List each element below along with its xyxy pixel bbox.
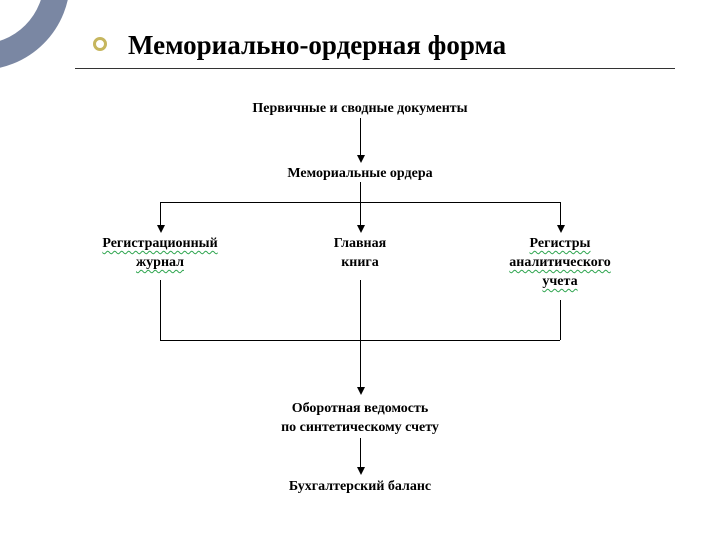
title-underline bbox=[75, 68, 675, 69]
node-registration-journal: Регистрационныйжурнал bbox=[102, 235, 217, 273]
edge-vertical bbox=[560, 202, 561, 226]
corner-decoration bbox=[0, 0, 70, 70]
edge-vertical bbox=[360, 202, 361, 226]
edge-vertical bbox=[360, 118, 361, 156]
edge-vertical bbox=[560, 300, 561, 340]
arrowhead-icon bbox=[357, 225, 365, 233]
title-bullet-icon bbox=[93, 37, 107, 51]
edge-vertical bbox=[160, 280, 161, 340]
node-analytical-registers: Регистрыаналитическогоучета bbox=[509, 235, 610, 292]
slide-title: Мемориально-ордерная форма bbox=[128, 30, 506, 61]
node-primary-docs: Первичные и сводные документы bbox=[252, 100, 467, 119]
node-balance-sheet: Бухгалтерский баланс bbox=[289, 478, 431, 497]
edge-vertical bbox=[360, 182, 361, 202]
node-turnover-statement: Оборотная ведомостьпо синтетическому сче… bbox=[281, 400, 439, 438]
arrowhead-icon bbox=[357, 467, 365, 475]
arrowhead-icon bbox=[357, 387, 365, 395]
arrowhead-icon bbox=[157, 225, 165, 233]
node-main-ledger: Главнаякнига bbox=[334, 235, 386, 273]
edge-vertical bbox=[160, 202, 161, 226]
edge-vertical bbox=[360, 438, 361, 468]
arrowhead-icon bbox=[557, 225, 565, 233]
edge-vertical bbox=[360, 280, 361, 388]
slide: { "type": "flowchart", "canvas": { "widt… bbox=[0, 0, 720, 540]
arrowhead-icon bbox=[357, 155, 365, 163]
